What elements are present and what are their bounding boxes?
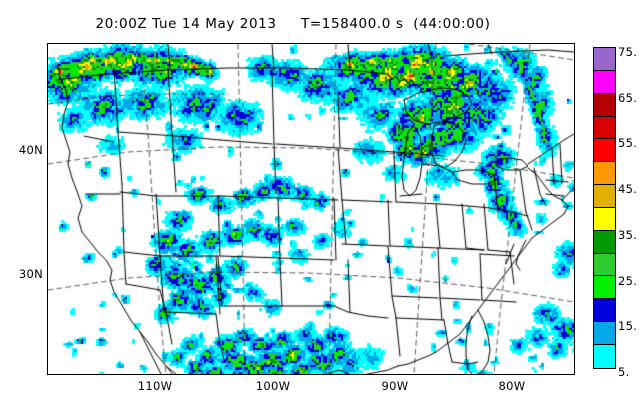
lon-label-90w: 90W: [381, 379, 409, 393]
colorbar-cell: [594, 207, 615, 231]
lat-label-30n: 30N: [18, 267, 43, 281]
colorbar-cell: [594, 230, 615, 254]
colorbar-tick-5: 5.: [618, 365, 630, 379]
lon-label-100w: 100W: [255, 379, 291, 393]
colorbar-tick-45: 45.: [618, 182, 638, 197]
colorbar: [593, 47, 616, 369]
colorbar-cell: [594, 139, 615, 163]
lon-label-80w: 80W: [498, 379, 526, 393]
colorbar-cell: [594, 185, 615, 208]
colorbar-cell: [594, 93, 615, 117]
lat-label-40n: 40N: [18, 143, 43, 157]
colorbar-tick-15: 15.: [618, 319, 638, 334]
colorbar-cell: [594, 70, 615, 94]
colorbar-tick-65: 65.: [618, 90, 638, 105]
colorbar-cell: [594, 344, 615, 368]
map-plot-area[interactable]: [47, 43, 575, 375]
colorbar-cell: [594, 253, 615, 277]
colorbar-cell: [594, 116, 615, 140]
colorbar-cell: [594, 299, 615, 323]
colorbar-cell: [594, 322, 615, 345]
colorbar-tick-35: 35.: [618, 227, 638, 242]
page-title: 20:00Z Tue 14 May 2013 T=158400.0 s (44:…: [95, 16, 491, 32]
lon-label-110w: 110W: [137, 379, 173, 393]
colorbar-tick-25: 25.: [618, 273, 638, 288]
colorbar-tick-55: 55.: [618, 136, 638, 151]
colorbar-cell: [594, 276, 615, 300]
reflectivity-field-canvas: [48, 44, 574, 374]
colorbar-tick-75: 75.: [618, 45, 638, 59]
colorbar-cell: [594, 162, 615, 186]
colorbar-cell: [594, 48, 615, 71]
